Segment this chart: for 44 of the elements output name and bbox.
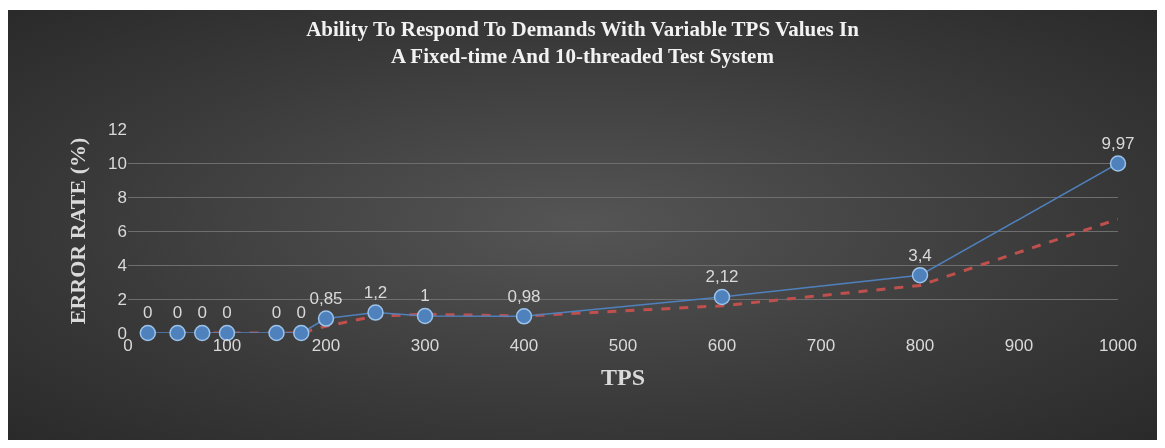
point bbox=[317, 310, 335, 327]
data-label: 3,4 bbox=[908, 245, 932, 265]
data-label: 9,97 bbox=[1101, 133, 1135, 153]
y-tick-label: 2 bbox=[117, 289, 127, 309]
point bbox=[1109, 155, 1127, 172]
point bbox=[515, 308, 533, 325]
point bbox=[713, 288, 731, 306]
data-label: 0 bbox=[172, 303, 183, 323]
data-label: 0 bbox=[143, 303, 153, 323]
x-axis-title: TPS bbox=[600, 364, 646, 391]
data-label: 1 bbox=[420, 286, 430, 306]
x-tick-label: 200 bbox=[311, 336, 341, 355]
x-tick-label: 600 bbox=[707, 336, 737, 355]
point bbox=[367, 304, 384, 321]
data-label: 0 bbox=[271, 303, 282, 323]
y-tick-label: 10 bbox=[108, 153, 127, 173]
y-axis-title: ERROR RATE (%) bbox=[64, 137, 90, 325]
point bbox=[139, 324, 157, 342]
data-label: 0,98 bbox=[507, 286, 541, 306]
point bbox=[194, 324, 211, 342]
point bbox=[268, 324, 285, 342]
y-tick-label: 12 bbox=[108, 119, 127, 139]
y-tick-label: 4 bbox=[117, 255, 127, 275]
y-tick-label: 8 bbox=[117, 187, 127, 207]
x-tick-label: 1000 bbox=[1099, 336, 1137, 355]
x-tick-label: 900 bbox=[1004, 336, 1034, 355]
point bbox=[293, 324, 310, 342]
x-tick-label: 800 bbox=[905, 336, 935, 355]
x-tick-label: 300 bbox=[410, 336, 440, 355]
x-tick-label: 400 bbox=[509, 336, 539, 355]
chart-title: Ability To Respond To Demands With Variable TPS Values In A Fixed-time And 10-threaded Test System bbox=[306, 16, 860, 69]
data-label: 0,85 bbox=[309, 288, 343, 308]
data-label: 1,2 bbox=[363, 282, 388, 302]
point bbox=[911, 266, 929, 284]
data-label: 0 bbox=[197, 303, 207, 323]
data-label: 0 bbox=[296, 303, 306, 323]
data-label: 2,12 bbox=[705, 267, 739, 287]
x-tick-label: 500 bbox=[608, 336, 638, 355]
point bbox=[169, 324, 186, 342]
y-tick-label: 6 bbox=[117, 221, 127, 241]
point bbox=[416, 307, 434, 325]
x-tick-label: 700 bbox=[806, 336, 836, 355]
data-label: 0 bbox=[222, 303, 232, 323]
x-tick-label: 100 bbox=[212, 336, 242, 355]
